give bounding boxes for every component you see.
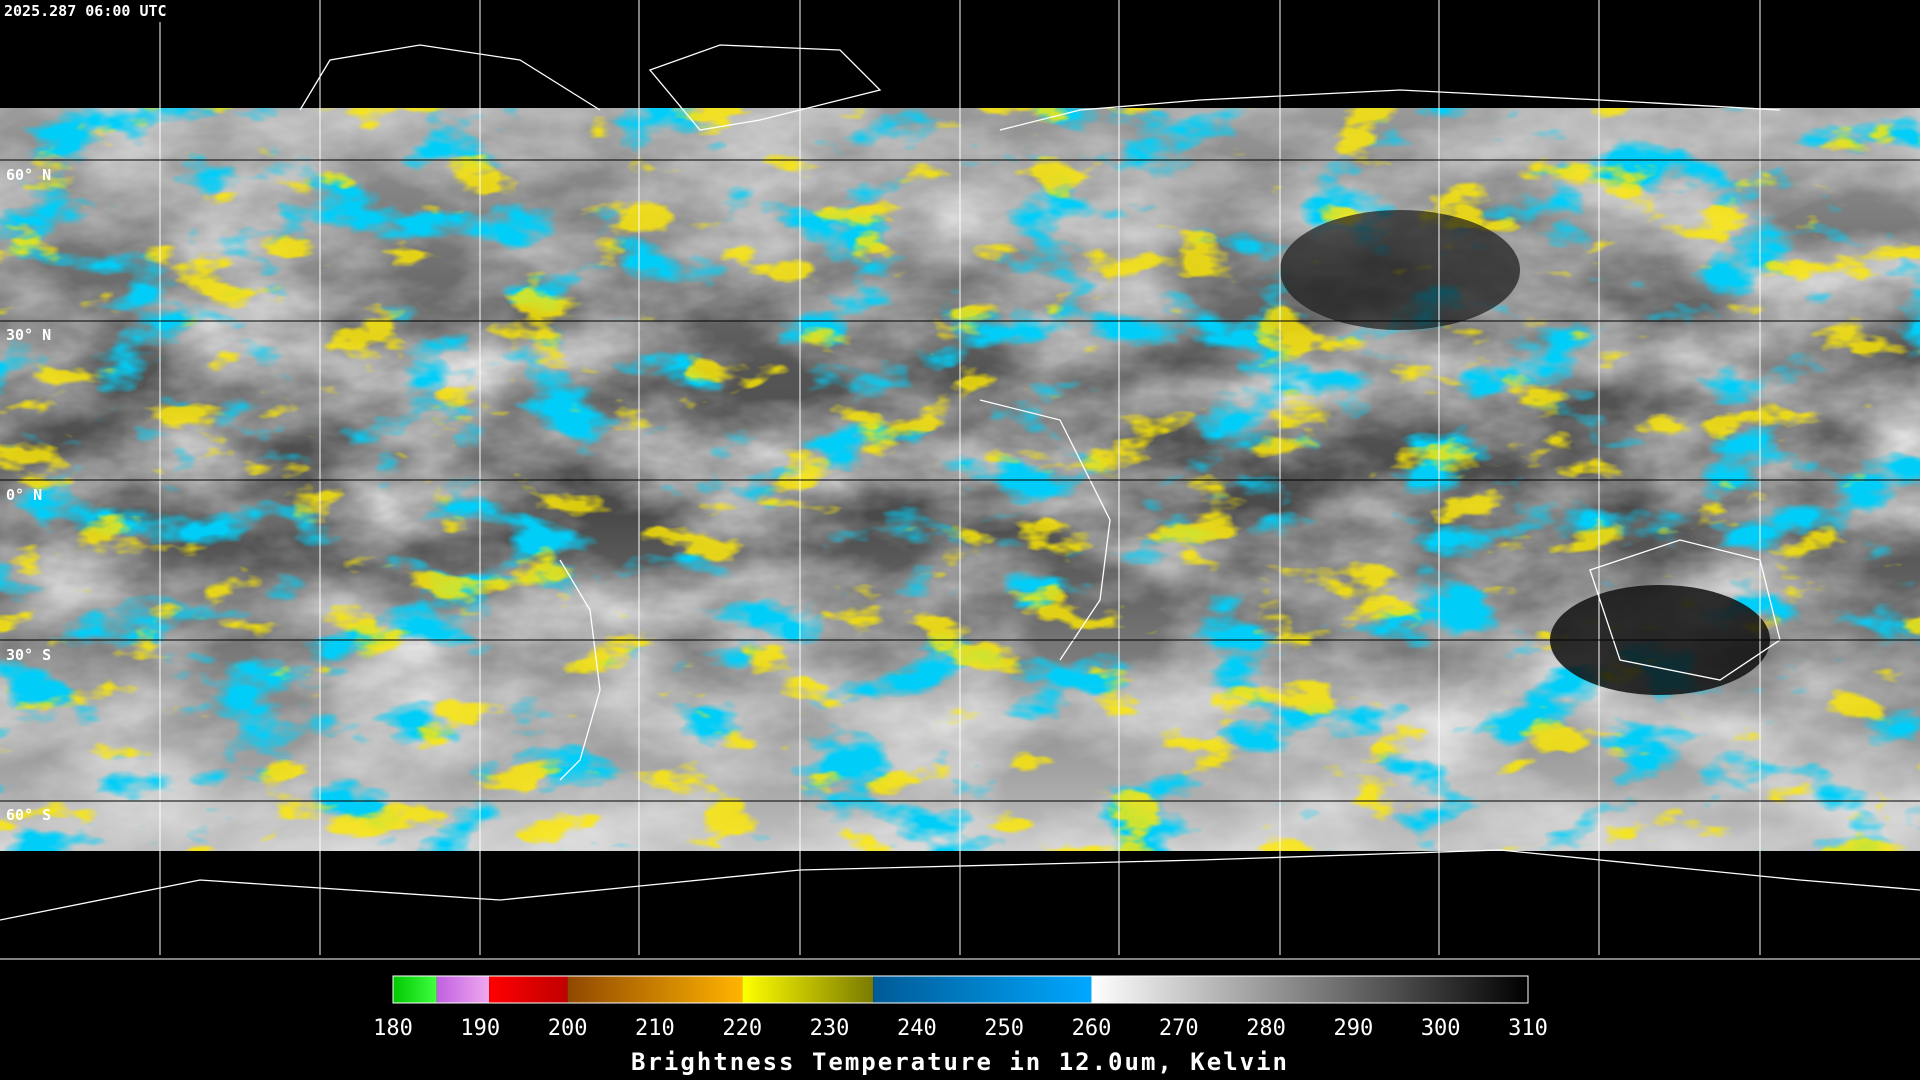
- colorbar-tick-label: 290: [1334, 1016, 1374, 1041]
- colorbar-tick-label: 280: [1246, 1016, 1286, 1041]
- colorbar-segment: [436, 976, 490, 1003]
- grid: [159, 0, 1761, 955]
- colorbar-title: Brightness Temperature in 12.0um, Kelvin: [631, 1048, 1289, 1076]
- colorbar-tick-label: 210: [635, 1016, 675, 1041]
- colorbar-segment: [489, 976, 568, 1003]
- colorbar-tick-label: 300: [1421, 1016, 1461, 1041]
- lat-label: 0° N: [6, 486, 42, 504]
- colorbar-tick-label: 310: [1508, 1016, 1548, 1041]
- latitude-lines: [0, 159, 1920, 802]
- lat-label: 30° N: [6, 326, 51, 344]
- colorbar: 180 190 200 210 220 230 240 250 260 270 280 290 300 3…: [373, 975, 1548, 1041]
- coastlines: [0, 44, 1920, 921]
- colorbar-segment: [1091, 976, 1528, 1003]
- colorbar-tick-label: 230: [810, 1016, 850, 1041]
- colorbar-segment: [567, 976, 743, 1003]
- colorbar-tick-label: 240: [897, 1016, 937, 1041]
- lat-label: 60° S: [6, 806, 51, 824]
- colorbar-tick-label: 180: [373, 1016, 413, 1041]
- colorbar-frame: [392, 975, 1529, 1004]
- timestamp: 2025.287 06:00 UTC: [4, 2, 167, 20]
- colorbar-tick-label: 190: [460, 1016, 500, 1041]
- colorbar-tick-label: 260: [1072, 1016, 1112, 1041]
- colorbar-tick-label: 270: [1159, 1016, 1199, 1041]
- colorbar-segment: [393, 976, 437, 1003]
- colorbar-tick-label: 220: [722, 1016, 762, 1041]
- timestamp-bg: [0, 0, 215, 22]
- colorbar-tick-label: 200: [548, 1016, 588, 1041]
- lat-label: 30° S: [6, 646, 51, 664]
- colorbar-segment: [873, 976, 1092, 1003]
- lat-label: 60° N: [6, 166, 51, 184]
- colorbar-segment: [742, 976, 874, 1003]
- colorbar-tick-label: 250: [984, 1016, 1024, 1041]
